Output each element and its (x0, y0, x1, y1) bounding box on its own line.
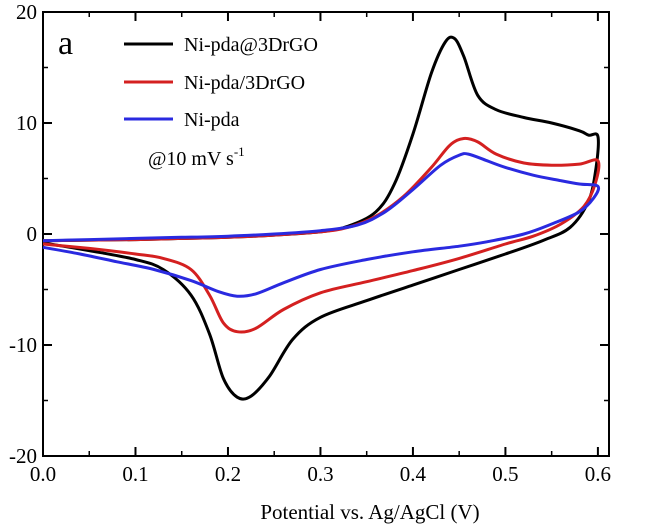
scan-rate-superscript: -1 (234, 144, 245, 159)
y-tick-label: 0 (27, 222, 38, 246)
y-tick-label: 10 (16, 111, 37, 135)
axis-ticks: 0.0 0.1 0.2 0.3 0.4 0.5 0.6 20 10 0 -10 -20 (9, 0, 611, 486)
x-tick-label: 0.6 (585, 462, 611, 486)
x-tick-label: 0.5 (492, 462, 518, 486)
scan-rate-text: @10 mV s (148, 148, 234, 170)
series-line-ni-pda-at-3drgo (42, 35, 600, 401)
y-tick-label: -20 (9, 444, 37, 468)
x-tick-label: 0.0 (30, 462, 56, 486)
y-tick-label: -10 (9, 333, 37, 357)
y-tick-label: 20 (16, 0, 37, 24)
x-tick-label: 0.1 (122, 462, 148, 486)
legend-label-ni-pda-3drgo: Ni-pda@3DrGO (184, 34, 318, 56)
scan-rate-annotation: @10 mV s-1 (148, 144, 245, 170)
x-tick-label: 0.4 (400, 462, 427, 486)
x-tick-label: 0.3 (307, 462, 333, 486)
panel-label: a (58, 25, 73, 62)
series-line-ni-pda (42, 152, 601, 298)
legend-label-ni-pda: Ni-pda (184, 109, 240, 131)
series-layer (42, 35, 601, 401)
legend: Ni-pda@3DrGO Ni-pda/3DrGO Ni-pda (124, 34, 318, 131)
legend-label-ni-pda-slash-3drgo: Ni-pda/3DrGO (184, 72, 305, 94)
x-axis-title: Potential vs. Ag/AgCl (V) (260, 500, 479, 524)
x-tick-label: 0.2 (215, 462, 241, 486)
